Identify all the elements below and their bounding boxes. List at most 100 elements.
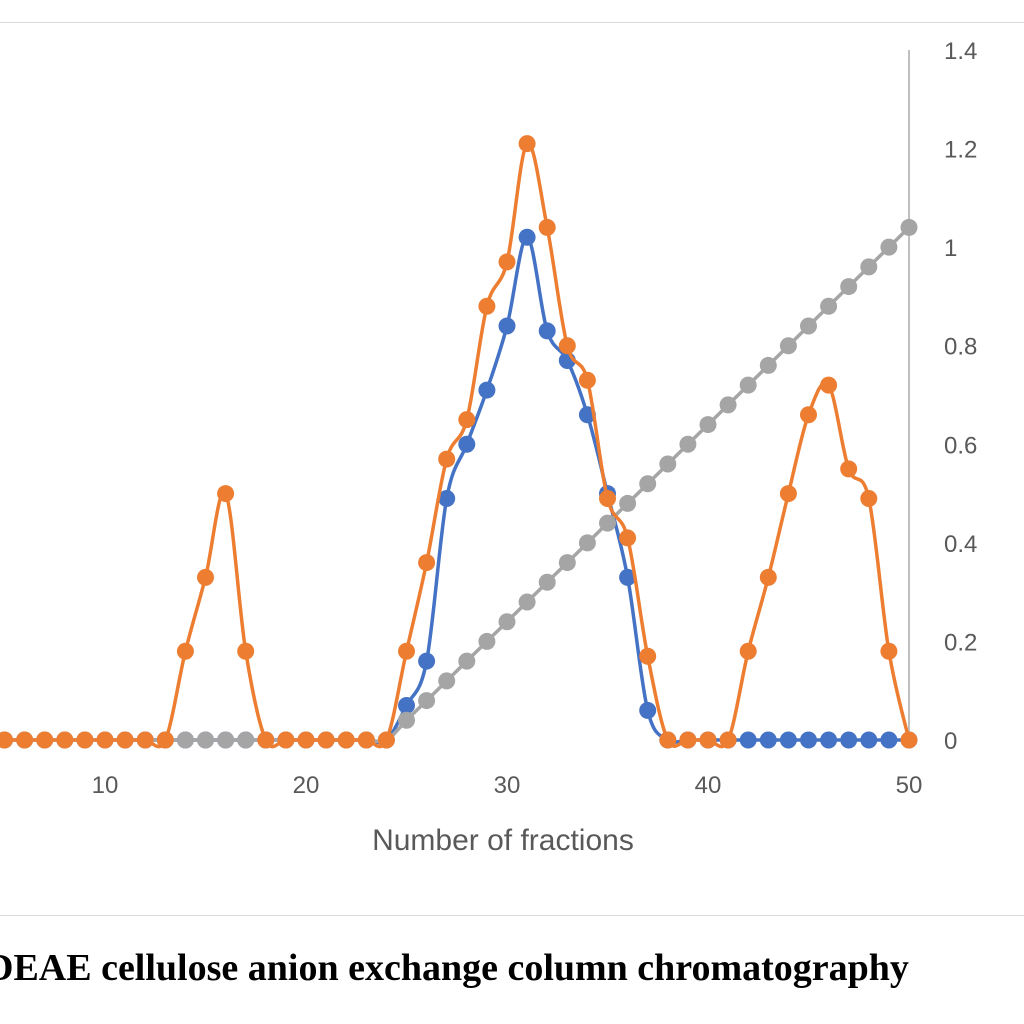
data-point xyxy=(880,238,898,256)
series-layer xyxy=(0,135,918,749)
y-tick-label: 0.4 xyxy=(944,531,977,558)
data-point xyxy=(257,731,275,749)
data-point xyxy=(880,731,898,749)
data-point xyxy=(317,731,335,749)
data-point xyxy=(16,731,34,749)
data-point xyxy=(699,731,717,749)
data-point xyxy=(619,568,637,586)
data-point xyxy=(659,455,677,473)
data-point xyxy=(398,697,415,714)
data-point xyxy=(558,337,576,355)
data-point xyxy=(36,731,54,749)
data-point xyxy=(438,490,456,507)
data-point xyxy=(538,573,556,591)
y-tick-label: 0.2 xyxy=(944,629,977,656)
x-tick-label: 20 xyxy=(293,772,320,799)
data-point xyxy=(840,278,858,296)
data-point xyxy=(458,411,476,429)
y-tick-label: 1 xyxy=(944,235,957,262)
data-point xyxy=(357,731,375,749)
y-tick-label: 0.8 xyxy=(944,334,977,361)
data-point xyxy=(237,642,255,660)
data-point xyxy=(478,381,496,399)
data-point xyxy=(820,297,838,315)
data-point xyxy=(518,135,536,153)
data-point xyxy=(820,731,838,749)
data-point xyxy=(418,692,436,710)
data-point xyxy=(779,337,797,355)
data-point xyxy=(639,701,657,719)
data-point xyxy=(438,672,456,690)
data-point xyxy=(136,731,154,749)
data-point xyxy=(599,514,616,532)
series-2 xyxy=(0,135,918,749)
data-point xyxy=(197,731,214,749)
data-point xyxy=(820,376,838,394)
y-tick-label: 0.6 xyxy=(944,432,977,459)
data-point xyxy=(498,613,516,631)
data-point xyxy=(900,218,918,236)
data-point xyxy=(458,652,476,670)
data-point xyxy=(639,475,657,493)
data-point xyxy=(498,317,516,335)
data-point xyxy=(558,554,576,572)
data-point xyxy=(56,731,74,749)
data-point xyxy=(156,731,174,749)
data-point xyxy=(217,731,235,749)
y-tick-label: 1.4 xyxy=(944,38,977,65)
x-tick-label: 10 xyxy=(92,772,119,799)
data-point xyxy=(0,731,13,749)
data-point xyxy=(759,568,777,586)
data-point xyxy=(719,396,737,414)
figure-caption: DEAE cellulose anion exchange column chr… xyxy=(0,947,909,989)
data-point xyxy=(860,490,878,507)
x-axis-title: Number of fractions xyxy=(372,824,634,857)
x-tick-label: 40 xyxy=(695,772,722,799)
data-point xyxy=(398,642,415,660)
data-point xyxy=(860,258,878,276)
data-point xyxy=(518,593,536,611)
data-point xyxy=(578,534,596,552)
x-tick-label: 50 xyxy=(896,772,923,799)
data-point xyxy=(277,731,295,749)
data-point xyxy=(739,731,757,749)
data-point xyxy=(438,450,456,468)
data-point xyxy=(398,711,415,729)
data-point xyxy=(800,731,817,749)
data-point xyxy=(800,317,817,335)
data-point xyxy=(96,731,114,749)
series-line xyxy=(0,141,911,749)
data-point xyxy=(538,322,556,340)
y-tick-label: 1.2 xyxy=(944,137,977,164)
data-point xyxy=(498,253,516,271)
data-point xyxy=(377,731,395,749)
data-point xyxy=(297,731,315,749)
data-point xyxy=(197,568,214,586)
data-point xyxy=(237,731,255,749)
data-point xyxy=(478,632,496,650)
data-point xyxy=(639,647,657,665)
data-point xyxy=(176,731,194,749)
data-point xyxy=(840,460,858,478)
data-point xyxy=(619,494,637,512)
data-point xyxy=(116,731,134,749)
data-point xyxy=(759,356,777,374)
data-point xyxy=(779,485,797,503)
right-y-tick-labels: 0 0.2 0.4 0.6 0.8 1 1.2 1.4 xyxy=(944,38,977,755)
data-point xyxy=(800,406,817,424)
data-point xyxy=(779,731,797,749)
data-point xyxy=(538,218,556,236)
data-point xyxy=(739,642,757,660)
data-point xyxy=(458,435,476,453)
series-line xyxy=(0,235,909,745)
data-point xyxy=(76,731,94,749)
data-point xyxy=(478,297,496,315)
data-point xyxy=(860,731,878,749)
data-point xyxy=(599,490,616,507)
series-3 xyxy=(0,218,918,749)
data-point xyxy=(679,435,697,453)
data-point xyxy=(679,731,697,749)
data-point xyxy=(176,642,194,660)
series-line xyxy=(0,226,911,744)
